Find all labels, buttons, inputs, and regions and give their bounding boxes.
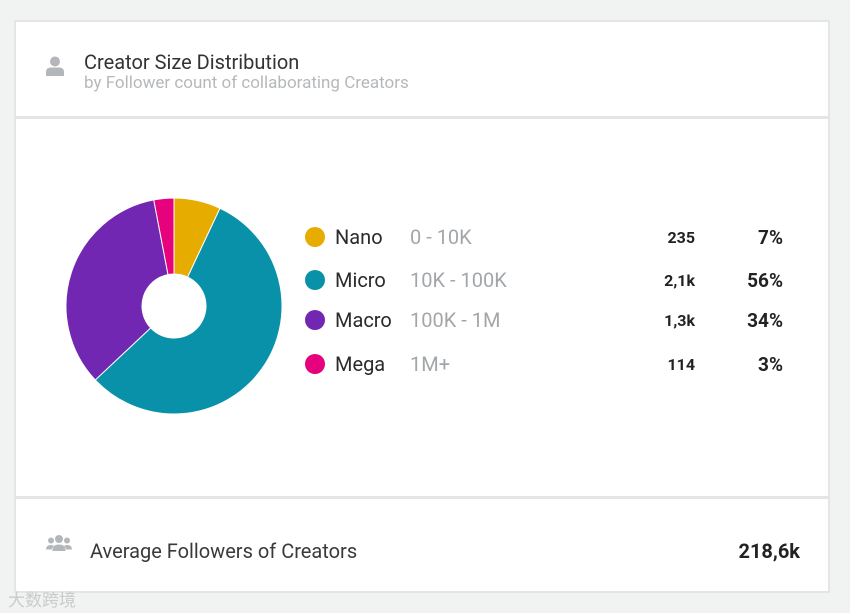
legend-dot-macro [305, 310, 325, 330]
average-followers-label: Average Followers of Creators [90, 539, 358, 563]
legend-range: 1M+ [410, 352, 451, 376]
watermark: 大数跨境 [8, 591, 76, 611]
legend-label: Micro [335, 268, 386, 292]
legend-dot-nano [305, 227, 325, 247]
legend-label: Nano [335, 225, 383, 249]
legend-percent: 3% [758, 353, 783, 376]
legend-range: 100K - 1M [410, 308, 501, 332]
legend-label: Macro [335, 308, 392, 332]
legend-row-nano: Nano 0 - 10K 235 7% [305, 223, 795, 251]
legend-count: 235 [667, 228, 695, 247]
legend-percent: 56% [747, 269, 783, 292]
pie-slice-micro [94, 207, 283, 415]
legend-dot-micro [305, 270, 325, 290]
user-icon [46, 56, 64, 76]
legend-dot-mega [305, 354, 325, 374]
chart-subtitle: by Follower count of collaborating Creat… [84, 73, 409, 93]
legend-row-macro: Macro 100K - 1M 1,3k 34% [305, 306, 795, 334]
users-icon [46, 535, 72, 551]
legend-count: 1,3k [664, 311, 695, 330]
average-followers-value: 218,6k [738, 539, 800, 563]
chart-title: Creator Size Distribution [84, 50, 300, 74]
pie-slice-mega [153, 197, 175, 276]
legend-percent: 7% [758, 226, 783, 249]
legend-range: 10K - 100K [410, 268, 507, 292]
summary-card: Average Followers of Creators 218,6k [14, 497, 830, 593]
legend-label: Mega [335, 352, 386, 376]
legend-range: 0 - 10K [410, 225, 472, 249]
chart-card: Nano 0 - 10K 235 7% Micro 10K - 100K 2,1… [14, 117, 830, 498]
legend-row-mega: Mega 1M+ 114 3% [305, 350, 795, 378]
legend-count: 114 [667, 355, 695, 374]
legend-row-micro: Micro 10K - 100K 2,1k 56% [305, 266, 795, 294]
chart-header-card: Creator Size Distribution by Follower co… [14, 20, 830, 118]
legend-count: 2,1k [664, 271, 695, 290]
legend-percent: 34% [747, 309, 783, 332]
pie-slice-macro [65, 199, 169, 381]
donut-chart [65, 197, 283, 415]
